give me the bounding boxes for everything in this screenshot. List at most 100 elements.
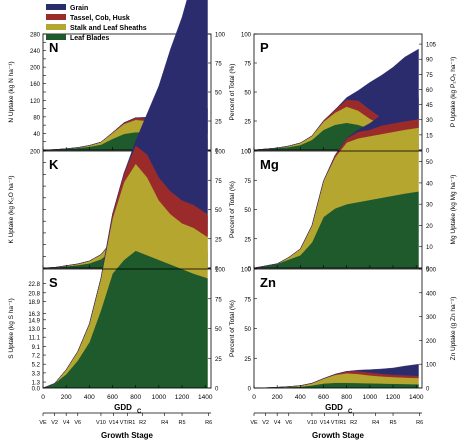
uptake-tick-label: 5.2 — [32, 363, 41, 369]
percent-tick-label: 100 — [241, 33, 252, 39]
x-tick-label: 0 — [252, 394, 256, 401]
stage-label: R2 — [139, 420, 146, 426]
percent-tick-label: 25 — [215, 357, 222, 363]
stage-label: V2 — [51, 420, 58, 426]
uptake-tick-label: 240 — [30, 49, 41, 55]
stage-label: R2 — [350, 420, 357, 426]
stage-label: V2 — [262, 420, 269, 426]
x-axis-title-subscript: C — [137, 409, 142, 415]
uptake-tick-label: 200 — [30, 150, 41, 156]
percent-tick-label: 75 — [244, 297, 251, 303]
uptake-axis-title: N Uptake (kg N ha⁻¹) — [8, 61, 15, 122]
uptake-tick-label: 15 — [426, 133, 433, 139]
x-tick-label: 400 — [295, 394, 306, 401]
legend: Grain Tassel, Cob, Husk Stalk and Leaf She… — [46, 4, 147, 42]
percent-tick-label: 100 — [215, 33, 226, 39]
uptake-tick-label: 20.8 — [28, 291, 40, 297]
uptake-tick-label: 200 — [30, 66, 41, 72]
uptake-axis-title: Zn Uptake (g Zn ha⁻¹) — [450, 297, 457, 361]
legend-label: Leaf Blades — [70, 35, 109, 42]
legend-label: Stalk and Leaf Sheaths — [70, 25, 147, 32]
nutrient-label: P — [260, 40, 269, 55]
uptake-tick-label: 20 — [426, 224, 433, 230]
uptake-tick-label: 7.2 — [32, 354, 41, 360]
stage-label: V10 — [96, 420, 106, 426]
percent-tick-label: 75 — [244, 179, 251, 185]
stage-label: VT/R1 — [120, 420, 136, 426]
x-tick-label: 600 — [318, 394, 329, 401]
legend-swatch — [46, 14, 66, 20]
uptake-tick-label: 200 — [426, 339, 437, 345]
percent-tick-label: 50 — [244, 208, 251, 214]
percent-tick-label: 25 — [244, 357, 251, 363]
uptake-axis-title: S Uptake (kg S ha⁻¹) — [8, 298, 15, 359]
stage-label: R6 — [205, 420, 212, 426]
legend-swatch — [46, 24, 66, 30]
stage-axis-title: Growth Stage — [312, 431, 365, 440]
uptake-tick-label: 500 — [426, 268, 437, 274]
x-tick-label: 1400 — [198, 394, 213, 401]
percent-tick-label: 100 — [241, 268, 252, 274]
stage-label: V6 — [285, 420, 292, 426]
percent-tick-label: 25 — [244, 120, 251, 126]
uptake-tick-label: 105 — [426, 43, 437, 49]
percent-tick-label: 25 — [244, 237, 251, 243]
stage-label: V4 — [63, 420, 70, 426]
uptake-tick-label: 0 — [426, 387, 430, 393]
percent-tick-label: 50 — [244, 91, 251, 97]
stage-label: R4 — [161, 420, 168, 426]
x-tick-label: 400 — [84, 394, 95, 401]
uptake-tick-label: 30 — [426, 118, 433, 124]
uptake-tick-label: 0.0 — [32, 387, 41, 393]
percent-tick-label: 50 — [215, 208, 222, 214]
x-tick-label: 200 — [272, 394, 283, 401]
uptake-tick-label: 30 — [426, 203, 433, 209]
percent-tick-label: 0 — [248, 267, 252, 273]
percent-tick-label: 75 — [215, 297, 222, 303]
stage-label: V6 — [74, 420, 81, 426]
percent-axis-title: Percent of Total (%) — [229, 300, 236, 357]
percent-tick-label: 100 — [215, 150, 226, 156]
stage-label: VE — [39, 420, 47, 426]
x-tick-label: 200 — [61, 394, 72, 401]
percent-tick-label: 75 — [244, 62, 251, 68]
percent-tick-label: 50 — [215, 91, 222, 97]
uptake-tick-label: 90 — [426, 58, 433, 64]
stage-label: V14 — [109, 420, 119, 426]
percent-tick-label: 0 — [215, 387, 219, 393]
percent-tick-label: 100 — [215, 268, 226, 274]
percent-tick-label: 50 — [244, 327, 251, 333]
uptake-axis-title: P Uptake (kg P₂O₅ ha⁻¹) — [450, 57, 457, 128]
uptake-tick-label: 160 — [30, 82, 41, 88]
area-grain — [253, 48, 419, 151]
percent-tick-label: 0 — [215, 267, 219, 273]
x-axis-right: 0 200 400 600 800 1000 1200 1400 GDD C VE V2 V4 V6 V10… — [250, 394, 423, 440]
uptake-tick-label: 120 — [30, 99, 41, 105]
nutrient-label: K — [49, 157, 59, 172]
uptake-tick-label: 40 — [33, 132, 40, 138]
uptake-tick-label: 40 — [426, 181, 433, 187]
x-axis-title: GDD — [114, 403, 132, 412]
uptake-tick-label: 0 — [426, 149, 430, 155]
chart-panel-s: S 0.01.3 3.3 5.2 7.2 9.1 11.1 13.0 14.916.3 18.9 2… — [8, 0, 236, 393]
nutrient-label: Mg — [260, 157, 279, 172]
percent-tick-label: 0 — [215, 149, 219, 155]
x-axis-title-subscript: C — [348, 409, 353, 415]
uptake-axis-title: Mg Uptake (kg Mg ha⁻¹) — [450, 175, 457, 245]
nutrient-label: S — [49, 275, 58, 290]
percent-tick-label: 25 — [215, 237, 222, 243]
x-tick-label: 0 — [41, 394, 45, 401]
uptake-tick-label: 22.8 — [28, 282, 40, 288]
area-grain — [253, 97, 419, 269]
percent-tick-label: 75 — [215, 179, 222, 185]
nutrient-label: N — [49, 40, 58, 55]
area-grain — [253, 363, 419, 389]
stage-label: VT/R1 — [331, 420, 347, 426]
percent-tick-label: 50 — [215, 327, 222, 333]
stage-label: VE — [250, 420, 258, 426]
uptake-tick-label: 100 — [426, 363, 437, 369]
x-tick-label: 800 — [341, 394, 352, 401]
